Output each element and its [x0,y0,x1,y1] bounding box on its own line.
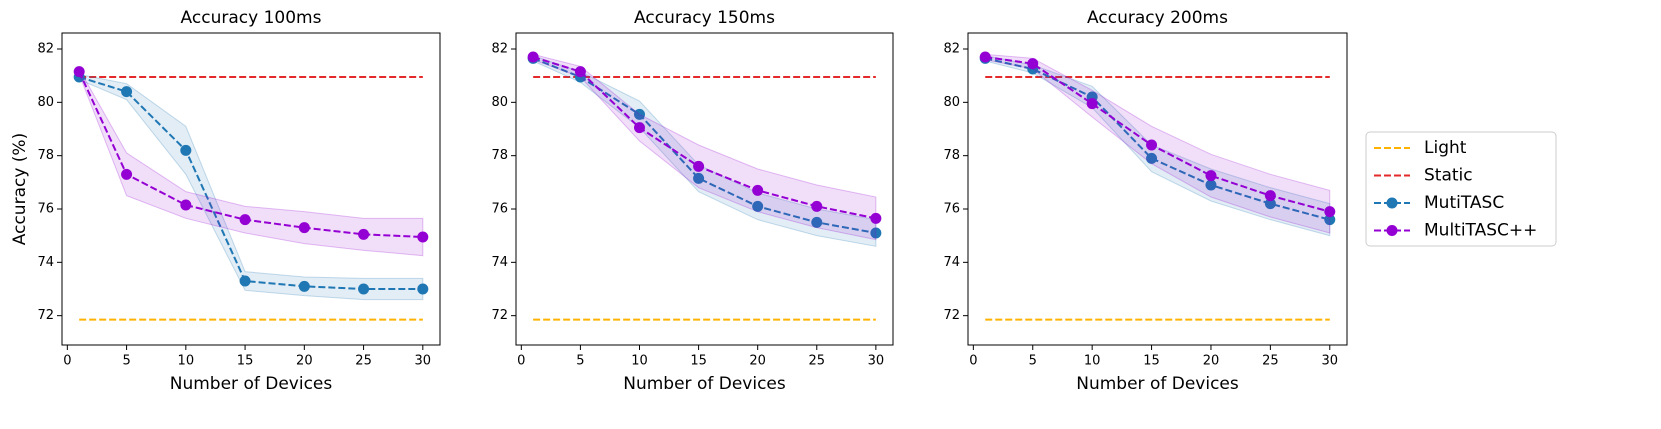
x-tick-label: 20 [749,354,766,369]
error-band [532,53,877,241]
x-axis-label: Number of Devices [623,374,786,394]
plot-frame [515,32,894,346]
point [1205,179,1217,191]
y-tick-label: 74 [491,255,508,270]
x-tick-label: 15 [690,354,707,369]
y-tick-label: 80 [491,95,508,110]
y-tick-label: 76 [943,202,960,217]
y-tick-label: 76 [37,202,54,217]
point [1324,214,1336,226]
point [180,144,192,156]
y-tick-label: 74 [37,255,54,270]
chart-title: Accuracy 150ms [634,8,775,28]
x-tick-label: 5 [122,354,130,369]
legend-label: Light [1424,138,1467,158]
x-tick-label: 30 [1321,354,1338,369]
point [1264,198,1276,210]
y-tick-label: 74 [943,255,960,270]
x-tick-label: 5 [576,354,584,369]
y-tick-label: 78 [37,148,54,163]
point [121,168,133,180]
x-tick-label: 25 [355,354,372,369]
y-axis-label: Accuracy (%) [10,133,30,245]
point [73,66,85,78]
point [634,108,645,120]
legend-marker [1386,225,1398,236]
error-band [984,53,1331,234]
y-tick-label: 80 [943,95,960,110]
point [1146,152,1158,164]
point [1205,170,1217,182]
x-tick-label: 20 [296,354,313,369]
y-tick-label: 80 [37,95,54,110]
x-tick-label: 15 [237,354,254,369]
y-tick-label: 82 [943,42,960,57]
x-tick-label: 25 [1262,354,1279,369]
chart-title: Accuracy 200ms [1087,8,1228,28]
x-tick-label: 20 [1203,354,1220,369]
error-band [532,54,877,247]
plot-frame [61,32,441,346]
x-tick-label: 25 [808,354,825,369]
point [1027,58,1039,70]
point [239,275,251,287]
y-tick-label: 82 [37,42,54,57]
point [634,122,645,134]
point [358,283,370,295]
point [1324,206,1336,218]
point [870,227,882,239]
point [358,228,370,240]
error-band [78,67,424,257]
point [1146,139,1158,151]
x-tick-label: 10 [1084,354,1101,369]
x-axis-label: Number of Devices [1076,374,1239,394]
x-tick-label: 0 [63,354,71,369]
point [417,231,429,243]
point [693,160,705,172]
point [180,199,192,211]
x-tick-label: 15 [1143,354,1160,369]
point [298,222,310,234]
point [979,51,991,63]
plot-frame [967,32,1348,346]
point [870,212,882,224]
legend-label: Static [1424,166,1473,186]
point [527,51,539,63]
point [811,216,823,228]
x-axis-label: Number of Devices [170,374,333,394]
legend-label: MutiTASC [1424,193,1504,213]
y-tick-label: 72 [943,308,960,323]
y-tick-label: 72 [491,308,508,323]
x-tick-label: 10 [631,354,648,369]
x-tick-label: 30 [415,354,432,369]
y-tick-label: 78 [491,148,508,163]
legend-label: MultiTASC++ [1424,221,1537,241]
y-tick-label: 82 [491,42,508,57]
error-band [984,55,1331,237]
point [752,200,764,212]
point [752,184,764,196]
x-tick-label: 10 [178,354,195,369]
x-tick-label: 30 [868,354,885,369]
point [693,172,705,184]
y-tick-label: 76 [491,202,508,217]
point [417,283,429,295]
point [574,66,586,78]
point [1086,98,1098,110]
x-tick-label: 5 [1029,354,1037,369]
chart-title: Accuracy 100ms [181,8,322,28]
point [298,280,310,292]
point [121,86,133,98]
x-tick-label: 0 [969,354,977,369]
legend-marker [1386,197,1398,209]
point [1264,190,1276,202]
y-tick-label: 72 [37,308,54,323]
point [239,214,251,226]
legend-box [1365,131,1557,247]
x-tick-label: 0 [517,354,525,369]
point [811,200,823,212]
y-tick-label: 78 [943,148,960,163]
